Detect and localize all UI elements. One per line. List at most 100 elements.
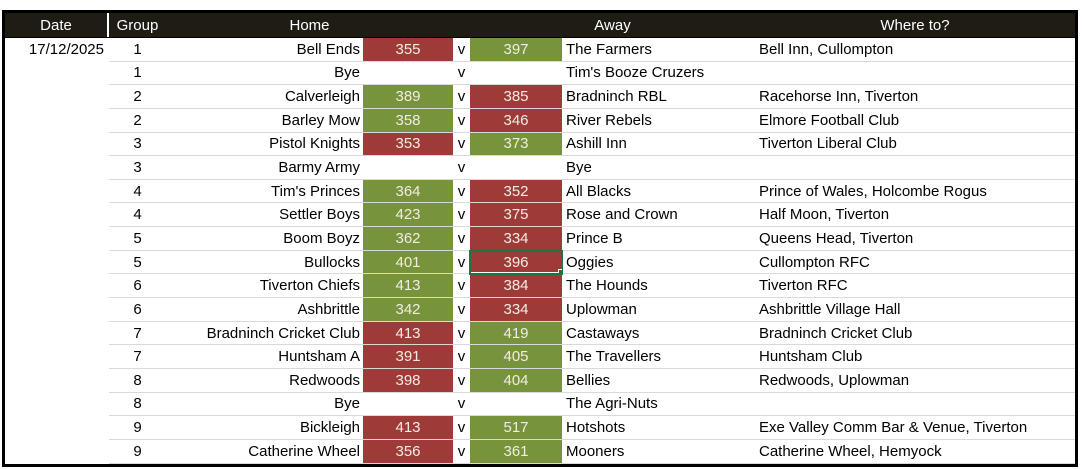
date-cell[interactable] xyxy=(5,180,109,204)
versus-cell[interactable]: v xyxy=(453,85,470,109)
away-team-cell[interactable]: The Hounds xyxy=(562,274,755,299)
home-team-cell[interactable]: Bell Ends xyxy=(166,38,363,62)
header-home[interactable]: Home xyxy=(289,16,330,34)
date-cell[interactable] xyxy=(5,345,109,369)
home-team-cell[interactable]: Barley Mow xyxy=(166,109,363,133)
home-team-cell[interactable]: Ashbrittle xyxy=(166,298,363,322)
home-team-cell[interactable]: Bullocks xyxy=(166,251,363,275)
group-cell[interactable]: 5 xyxy=(109,227,166,251)
group-cell[interactable]: 1 xyxy=(109,62,166,86)
versus-cell[interactable]: v xyxy=(453,227,470,251)
versus-cell[interactable]: v xyxy=(453,251,470,275)
home-score-cell[interactable] xyxy=(363,156,453,180)
versus-cell[interactable]: v xyxy=(453,109,470,133)
versus-cell[interactable]: v xyxy=(453,62,470,86)
versus-cell[interactable]: v xyxy=(453,345,470,369)
home-score-cell[interactable]: 353 xyxy=(363,132,453,157)
home-score-cell[interactable]: 413 xyxy=(363,274,453,299)
away-team-cell[interactable]: All Blacks xyxy=(562,180,755,204)
date-cell[interactable]: 17/12/2025 xyxy=(28,41,104,59)
home-score-cell[interactable]: 358 xyxy=(363,108,453,133)
away-team-cell[interactable]: River Rebels xyxy=(562,109,755,133)
venue-cell[interactable]: Huntsham Club xyxy=(755,345,1075,369)
date-cell[interactable] xyxy=(5,85,109,109)
home-team-cell[interactable]: Bye xyxy=(166,393,363,417)
home-score-cell[interactable]: 423 xyxy=(363,203,453,228)
versus-cell[interactable]: v xyxy=(453,203,470,228)
group-cell[interactable]: 4 xyxy=(109,180,166,204)
home-team-cell[interactable]: Tiverton Chiefs xyxy=(166,274,363,299)
header-group[interactable]: Group xyxy=(116,16,159,34)
group-cell[interactable]: 1 xyxy=(109,38,166,62)
away-team-cell[interactable]: Bye xyxy=(562,156,755,180)
venue-cell[interactable]: Queens Head, Tiverton xyxy=(755,227,1075,251)
group-cell[interactable]: 7 xyxy=(109,345,166,369)
home-score-cell[interactable]: 342 xyxy=(363,298,453,322)
versus-cell[interactable]: v xyxy=(453,274,470,299)
away-team-cell[interactable]: Bradninch RBL xyxy=(562,85,755,109)
home-score-cell[interactable]: 355 xyxy=(363,38,453,62)
venue-cell[interactable] xyxy=(755,62,1075,86)
venue-cell[interactable] xyxy=(755,156,1075,180)
venue-cell[interactable]: Half Moon, Tiverton xyxy=(755,203,1075,228)
date-cell[interactable] xyxy=(5,109,109,133)
date-cell[interactable] xyxy=(5,203,109,227)
group-cell[interactable]: 4 xyxy=(109,203,166,228)
venue-cell[interactable]: Prince of Wales, Holcombe Rogus xyxy=(755,180,1075,204)
home-score-cell[interactable]: 389 xyxy=(363,85,453,109)
group-cell[interactable]: 3 xyxy=(109,133,166,157)
home-score-cell[interactable]: 362 xyxy=(363,227,453,251)
group-cell[interactable]: 9 xyxy=(109,440,166,464)
date-cell[interactable] xyxy=(5,274,109,298)
venue-cell[interactable]: Bell Inn, Cullompton xyxy=(755,38,1075,62)
away-score-cell[interactable]: 384 xyxy=(470,274,562,299)
date-cell[interactable] xyxy=(5,133,109,157)
home-team-cell[interactable]: Bradninch Cricket Club xyxy=(166,322,363,346)
home-team-cell[interactable]: Calverleigh xyxy=(166,85,363,109)
group-cell[interactable]: 6 xyxy=(109,298,166,322)
date-cell[interactable] xyxy=(5,369,109,393)
group-cell[interactable]: 9 xyxy=(109,416,166,440)
away-score-cell[interactable]: 397 xyxy=(470,38,562,62)
home-team-cell[interactable]: Bickleigh xyxy=(166,416,363,440)
group-cell[interactable]: 7 xyxy=(109,322,166,346)
away-team-cell[interactable]: The Agri-Nuts xyxy=(562,393,755,417)
group-cell[interactable]: 8 xyxy=(109,369,166,393)
venue-cell[interactable] xyxy=(755,393,1075,417)
versus-cell[interactable]: v xyxy=(453,322,470,346)
away-team-cell[interactable]: Rose and Crown xyxy=(562,203,755,228)
versus-cell[interactable]: v xyxy=(453,393,470,417)
away-team-cell[interactable]: Castaways xyxy=(562,322,755,346)
venue-cell[interactable]: Tiverton RFC xyxy=(755,274,1075,299)
versus-cell[interactable]: v xyxy=(453,416,470,440)
away-score-cell[interactable]: 373 xyxy=(470,132,562,157)
home-score-cell[interactable]: 364 xyxy=(363,179,453,204)
group-cell[interactable]: 5 xyxy=(109,251,166,275)
venue-cell[interactable]: Cullompton RFC xyxy=(755,251,1075,275)
group-cell[interactable]: 6 xyxy=(109,274,166,299)
venue-cell[interactable]: Racehorse Inn, Tiverton xyxy=(755,85,1075,109)
away-score-cell[interactable] xyxy=(470,393,562,417)
group-cell[interactable]: 8 xyxy=(109,393,166,417)
header-where-to[interactable]: Where to? xyxy=(880,16,950,34)
away-team-cell[interactable]: Uplowman xyxy=(562,298,755,322)
date-cell[interactable] xyxy=(5,251,109,275)
home-team-cell[interactable]: Pistol Knights xyxy=(166,133,363,157)
home-score-cell[interactable]: 391 xyxy=(363,345,453,369)
date-cell[interactable] xyxy=(5,440,109,464)
away-score-cell[interactable] xyxy=(470,156,562,180)
home-score-cell[interactable] xyxy=(363,62,453,86)
home-team-cell[interactable]: Tim's Princes xyxy=(166,180,363,204)
away-team-cell[interactable]: The Farmers xyxy=(562,38,755,62)
venue-cell[interactable]: Catherine Wheel, Hemyock xyxy=(755,440,1075,464)
away-score-cell[interactable]: 334 xyxy=(470,227,562,251)
versus-cell[interactable]: v xyxy=(453,133,470,157)
date-cell[interactable] xyxy=(5,393,109,417)
away-score-cell[interactable]: 375 xyxy=(470,203,562,228)
away-team-cell[interactable]: The Travellers xyxy=(562,345,755,369)
home-score-cell[interactable]: 413 xyxy=(363,321,453,346)
venue-cell[interactable]: Exe Valley Comm Bar & Venue, Tiverton xyxy=(755,416,1075,440)
date-cell[interactable] xyxy=(5,156,109,180)
away-team-cell[interactable]: Tim's Booze Cruzers xyxy=(562,62,755,86)
home-score-cell[interactable]: 356 xyxy=(363,439,453,464)
